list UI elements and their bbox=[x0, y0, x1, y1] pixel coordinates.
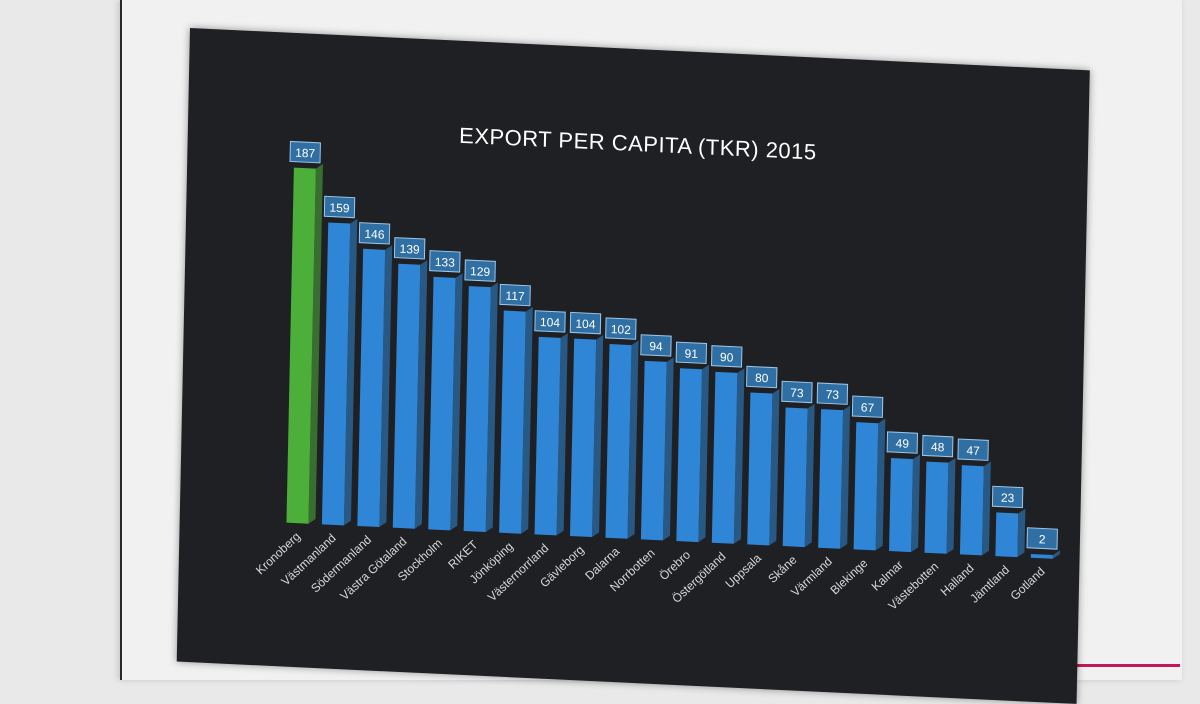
accent-line bbox=[980, 664, 1180, 667]
data-label-box bbox=[957, 438, 989, 461]
bar-side bbox=[698, 364, 710, 543]
data-label-box bbox=[569, 311, 602, 335]
bar-side bbox=[733, 368, 745, 544]
bar bbox=[889, 458, 913, 553]
data-label-box bbox=[289, 140, 321, 164]
bar-side bbox=[911, 454, 921, 553]
bar-side bbox=[414, 260, 428, 529]
bar-side bbox=[1052, 550, 1060, 559]
data-label-box bbox=[534, 310, 566, 333]
data-label: 129 bbox=[470, 264, 491, 279]
category-label: Västra Götaland bbox=[337, 534, 409, 603]
data-label-box bbox=[358, 222, 391, 245]
bar-side bbox=[804, 403, 815, 548]
bar-side bbox=[875, 418, 886, 551]
bar bbox=[782, 407, 808, 548]
data-label: 48 bbox=[931, 440, 945, 455]
bar-side bbox=[946, 457, 956, 554]
data-label-box bbox=[499, 283, 531, 307]
data-label-box bbox=[323, 195, 356, 219]
data-label: 133 bbox=[435, 255, 456, 270]
bar-side bbox=[840, 405, 851, 549]
bar-side bbox=[662, 357, 674, 541]
data-label: 146 bbox=[364, 227, 385, 242]
bar-chart: 187Kronoberg159Västmanland146Södermanlan… bbox=[253, 140, 1060, 613]
bar-side bbox=[485, 282, 498, 533]
bar-side bbox=[627, 340, 639, 539]
bar-side bbox=[592, 334, 604, 538]
bar bbox=[605, 344, 632, 539]
bar-side bbox=[308, 163, 323, 524]
bar bbox=[357, 248, 386, 528]
category-label: Gotland bbox=[1008, 564, 1048, 603]
bar bbox=[392, 263, 421, 529]
data-label: 67 bbox=[861, 400, 875, 415]
data-label-box bbox=[746, 365, 778, 389]
data-label: 102 bbox=[611, 322, 632, 337]
bar bbox=[924, 461, 949, 554]
data-label-box bbox=[816, 382, 849, 405]
bar bbox=[499, 310, 526, 534]
bar-side bbox=[379, 245, 393, 528]
data-label: 73 bbox=[790, 386, 804, 401]
data-label: 94 bbox=[649, 339, 663, 354]
chart-slide: EXPORT PER CAPITA (TKR) 2015 187 Kronober… bbox=[176, 28, 1090, 704]
bar bbox=[428, 276, 456, 531]
bar bbox=[747, 392, 773, 546]
bar bbox=[640, 360, 667, 541]
data-label-box bbox=[640, 334, 672, 357]
bar-side bbox=[1017, 508, 1026, 558]
data-label: 47 bbox=[966, 443, 980, 458]
data-label: 91 bbox=[684, 346, 698, 361]
bar bbox=[286, 167, 316, 524]
data-label: 49 bbox=[895, 436, 909, 451]
bar bbox=[321, 222, 351, 526]
data-label-box bbox=[429, 250, 461, 273]
data-label-box bbox=[781, 380, 813, 404]
data-label: 2 bbox=[1039, 532, 1046, 546]
data-label: 117 bbox=[505, 289, 525, 304]
bar bbox=[1030, 553, 1053, 559]
bar bbox=[853, 422, 879, 551]
data-label-box bbox=[851, 395, 884, 418]
bar bbox=[463, 286, 491, 533]
bar bbox=[676, 368, 702, 543]
data-label-box bbox=[675, 341, 708, 365]
data-label: 90 bbox=[720, 350, 734, 365]
data-label: 104 bbox=[540, 315, 561, 330]
category-label: Uppsala bbox=[723, 551, 765, 591]
category-label: Blekinge bbox=[827, 556, 870, 598]
data-label-box bbox=[991, 485, 1024, 509]
bar-side bbox=[521, 306, 533, 534]
bar-side bbox=[343, 218, 358, 526]
data-label: 104 bbox=[575, 317, 596, 332]
data-label: 80 bbox=[755, 371, 769, 386]
bar-side bbox=[556, 333, 568, 536]
data-label-box bbox=[922, 434, 954, 458]
bar bbox=[818, 409, 844, 549]
bar-side bbox=[981, 461, 991, 556]
bar bbox=[570, 338, 597, 538]
data-label-box bbox=[711, 345, 743, 368]
bar-side bbox=[769, 388, 780, 546]
bar bbox=[534, 336, 561, 536]
bar bbox=[711, 371, 738, 544]
data-label: 159 bbox=[329, 201, 350, 216]
bar bbox=[995, 512, 1019, 558]
data-label: 139 bbox=[399, 242, 420, 257]
data-label-box bbox=[886, 431, 919, 454]
bar-group: 73 Skåne bbox=[765, 380, 815, 586]
data-label-box bbox=[393, 237, 426, 260]
data-label-box bbox=[464, 259, 496, 282]
data-label-box bbox=[605, 317, 637, 340]
data-label: 23 bbox=[1001, 491, 1015, 506]
data-label-box bbox=[1026, 527, 1058, 550]
data-label: 73 bbox=[826, 387, 840, 402]
bar bbox=[959, 465, 984, 556]
data-label: 187 bbox=[295, 146, 316, 161]
bar-side bbox=[450, 273, 463, 531]
category-label: Skåne bbox=[765, 552, 799, 585]
